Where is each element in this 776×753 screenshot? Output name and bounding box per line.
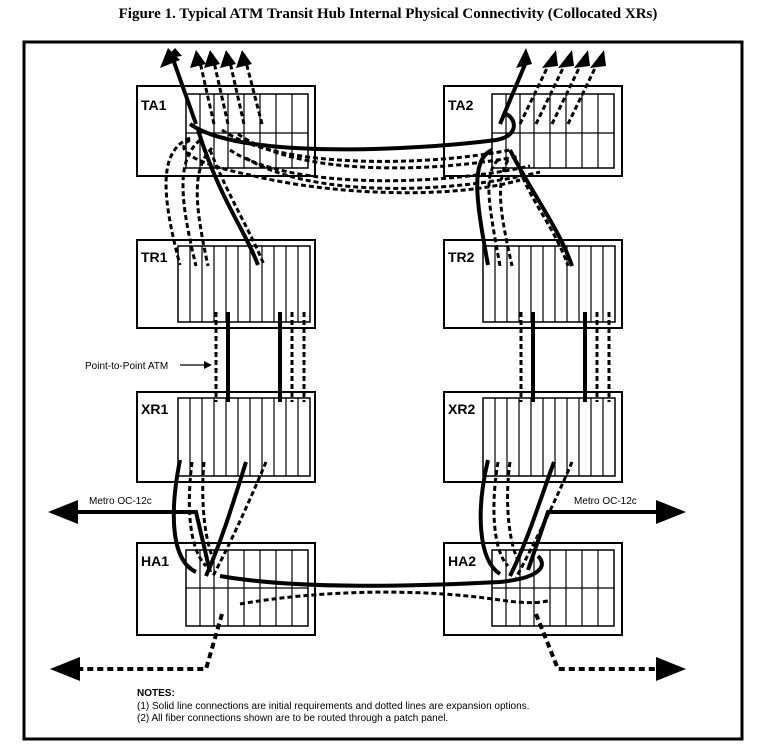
metro-right-link: Metro OC-12c: [526, 496, 686, 571]
box-label-ta2: TA2: [448, 97, 474, 113]
metro-left-label: Metro OC-12c: [89, 496, 152, 507]
ta1-uplink-arrows: [160, 48, 264, 125]
box-label-ta1: TA1: [141, 97, 167, 113]
box-xr2: XR2: [443, 391, 623, 483]
ta2-tr2-links: [475, 148, 574, 267]
ta2-uplink-arrows: [498, 48, 606, 125]
box-label-ha1: HA1: [141, 553, 169, 569]
notes-heading: NOTES:: [137, 688, 175, 699]
box-label-xr2: XR2: [448, 401, 475, 417]
metro-right-arrowhead: [656, 500, 686, 524]
box-label-xr1: XR1: [141, 401, 168, 417]
ha-interconnect: [219, 554, 551, 606]
box-label-ha2: HA2: [448, 553, 476, 569]
tr2-xr2-links: [519, 312, 611, 402]
box-ta2: TA2: [443, 85, 623, 177]
point-to-point-label: Point-to-Point ATM: [85, 361, 168, 372]
outer-frame: [22, 40, 744, 741]
tr1-xr1-links: [214, 312, 306, 402]
metro-left-link: Metro OC-12c: [48, 496, 212, 573]
box-label-tr1: TR1: [141, 249, 168, 265]
ha2-expansion-link: [534, 613, 686, 681]
xr1-ha1-links: [171, 459, 268, 579]
figure-title: Figure 1. Typical ATM Transit Hub Intern…: [118, 6, 658, 22]
note-1: (1) Solid line connections are initial r…: [137, 701, 529, 712]
point-to-point-callout: Point-to-Point ATM: [85, 361, 212, 372]
metro-left-arrowhead: [48, 500, 78, 524]
box-label-tr2: TR2: [448, 249, 475, 265]
xr2-ha2-links: [478, 459, 574, 579]
note-2: (2) All fiber connections shown are to b…: [137, 713, 448, 724]
box-ha1: HA1: [136, 542, 316, 636]
ha1-expansion-link: [50, 613, 224, 681]
metro-right-label: Metro OC-12c: [574, 496, 637, 507]
box-xr1: XR1: [136, 391, 316, 483]
ta1-tr1-links: [164, 129, 266, 267]
box-tr2: TR2: [443, 239, 623, 329]
notes: NOTES: (1) Solid line connections are in…: [137, 688, 529, 724]
